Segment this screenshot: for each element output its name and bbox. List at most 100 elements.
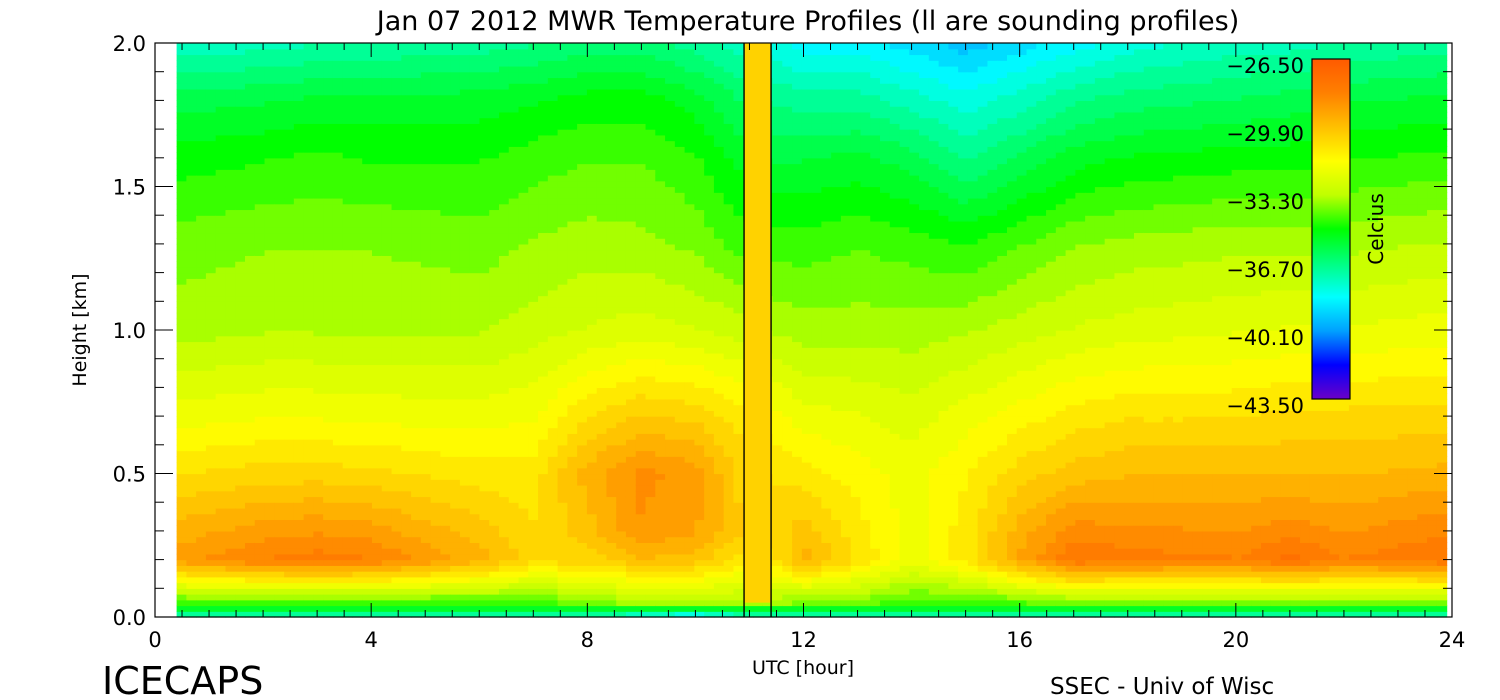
heat-cell (293, 134, 305, 142)
heat-cell (381, 536, 393, 543)
heat-cell (508, 364, 520, 371)
heat-cell (528, 605, 539, 612)
heat-cell (567, 192, 578, 199)
heat-cell (332, 364, 344, 371)
heat-cell (586, 599, 598, 607)
heat-cell (381, 375, 393, 383)
heat-cell (508, 605, 520, 612)
heat-cell (596, 559, 608, 566)
heat-cell (567, 462, 578, 469)
heat-cell (420, 364, 432, 371)
heat-cell (205, 433, 217, 440)
heat-cell (284, 278, 295, 285)
heat-cell (411, 88, 422, 96)
heat-cell (616, 203, 627, 211)
heat-cell (215, 106, 227, 113)
heat-cell (606, 611, 617, 618)
heat-cell (254, 284, 266, 291)
heat-cell (303, 157, 314, 165)
heat-cell (635, 450, 647, 457)
heat-cell (264, 152, 275, 159)
heat-cell (342, 484, 354, 492)
heat-cell (381, 456, 393, 463)
heat-cell (557, 588, 568, 595)
heat-cell (293, 588, 305, 595)
heat-cell (411, 599, 422, 607)
heat-cell (235, 106, 246, 113)
heat-cell (293, 444, 305, 452)
heat-cell (411, 410, 422, 417)
heat-cell (450, 169, 461, 176)
heat-cell (508, 444, 520, 452)
heat-cell (538, 433, 549, 440)
heat-cell (596, 496, 608, 503)
heat-cell (186, 416, 197, 423)
heat-cell (186, 519, 197, 526)
heat-cell (616, 416, 627, 423)
heat-cell (459, 186, 471, 193)
heat-cell (635, 530, 647, 538)
heat-cell (284, 370, 295, 377)
heat-cell (459, 335, 471, 343)
heat-cell (411, 542, 422, 549)
heat-cell (557, 54, 568, 61)
heat-cell (245, 450, 256, 457)
heat-cell (401, 232, 412, 239)
heat-cell (235, 238, 246, 245)
heat-cell (176, 496, 187, 503)
heat-cell (352, 421, 363, 429)
heat-cell (381, 559, 393, 566)
heat-cell (303, 88, 314, 96)
heat-cell (274, 180, 285, 188)
heat-cell (332, 576, 344, 584)
heat-cell (254, 48, 266, 56)
heat-cell (430, 530, 441, 538)
heat-cell (440, 462, 451, 469)
heat-cell (215, 576, 227, 584)
heat-cell (245, 60, 256, 67)
heat-cell (391, 203, 402, 211)
heat-cell (645, 100, 656, 107)
heat-cell (616, 605, 627, 612)
heat-cell (372, 427, 383, 434)
heat-cell (245, 307, 256, 314)
heat-cell (313, 427, 324, 434)
heat-cell (567, 266, 578, 274)
heat-cell (196, 197, 207, 205)
heat-cell (459, 266, 471, 274)
heat-cell (205, 370, 217, 377)
heat-cell (411, 226, 422, 234)
heat-cell (596, 266, 608, 274)
heat-cell (205, 588, 217, 595)
heat-cell (420, 48, 432, 56)
heat-cell (372, 381, 383, 388)
heat-cell (489, 462, 500, 469)
heat-cell (440, 312, 451, 320)
heat-cell (342, 192, 354, 199)
heat-cell (567, 582, 578, 589)
heat-cell (264, 548, 275, 555)
heat-cell (645, 375, 656, 383)
heat-cell (381, 312, 393, 320)
heat-cell (655, 530, 666, 538)
heat-cell (274, 289, 285, 297)
heat-cell (469, 146, 481, 153)
heat-cell (596, 152, 608, 159)
heat-cell (332, 393, 344, 400)
heat-cell (293, 496, 305, 503)
heat-cell (352, 330, 363, 337)
heat-cell (586, 289, 598, 297)
heat-cell (635, 479, 647, 486)
heat-cell (196, 318, 207, 325)
heat-cell (372, 387, 383, 394)
heat-cell (450, 186, 461, 193)
heat-cell (528, 324, 539, 331)
heat-cell (586, 398, 598, 406)
heat-cell (215, 410, 227, 417)
heat-cell (430, 467, 441, 475)
heat-cell (401, 330, 412, 337)
heat-cell (420, 611, 432, 618)
heat-cell (538, 249, 549, 256)
heat-cell (635, 381, 647, 388)
heat-cell (655, 197, 666, 205)
